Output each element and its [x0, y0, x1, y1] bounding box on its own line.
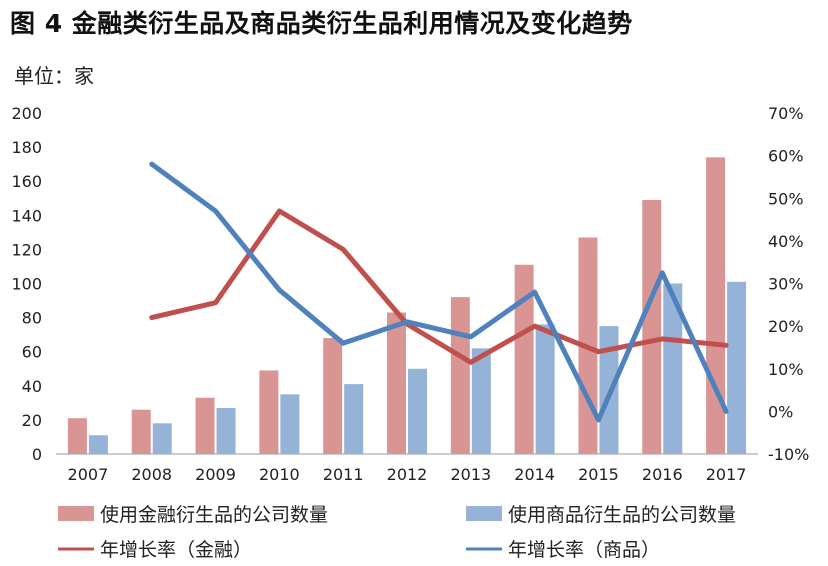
x-tick-label: 2009: [195, 465, 236, 484]
x-tick-label: 2014: [514, 465, 555, 484]
unit-label: 单位：家: [14, 64, 94, 88]
y-right-tick-label: 20%: [768, 317, 804, 336]
bar-commodity: [535, 324, 555, 454]
bar-commodity: [88, 435, 108, 454]
bar-financial: [514, 264, 534, 454]
bar-commodity: [727, 281, 747, 454]
bar-commodity: [344, 384, 364, 454]
bar-commodity: [471, 348, 491, 454]
bar-financial: [706, 157, 726, 454]
x-tick-label: 2013: [450, 465, 491, 484]
y-left-tick-label: 100: [11, 275, 42, 294]
legend-label: 年增长率（金融）: [100, 539, 252, 561]
x-tick-label: 2016: [642, 465, 683, 484]
bar-financial: [259, 370, 279, 454]
y-left-tick-label: 180: [11, 138, 42, 157]
x-tick-label: 2017: [706, 465, 747, 484]
bar-commodity: [152, 423, 172, 454]
legend-swatch: [466, 506, 502, 521]
y-left-tick-label: 120: [11, 240, 42, 259]
y-right-tick-label: -10%: [768, 445, 809, 464]
bar-financial: [323, 338, 343, 454]
legend-label: 年增长率（商品）: [508, 539, 660, 561]
x-tick-label: 2015: [578, 465, 619, 484]
legend-label: 使用金融衍生品的公司数量: [100, 504, 328, 526]
y-left-tick-label: 20: [22, 411, 42, 430]
y-right-tick-label: 30%: [768, 275, 804, 294]
y-right-tick-label: 70%: [768, 104, 804, 123]
bar-commodity: [280, 394, 300, 454]
bar-financial: [131, 409, 151, 454]
bar-financial: [195, 397, 215, 454]
x-tick-label: 2011: [323, 465, 364, 484]
y-left-tick-label: 160: [11, 172, 42, 191]
legend-swatch: [58, 506, 94, 521]
y-left-tick-label: 140: [11, 206, 42, 225]
y-left-tick-label: 0: [32, 445, 42, 464]
y-right-tick-label: 60%: [768, 147, 804, 166]
x-tick-label: 2010: [259, 465, 300, 484]
line-commodity-growth: [149, 161, 729, 423]
line-financial-growth: [149, 208, 729, 365]
bar-financial: [642, 199, 662, 454]
bar-financial: [387, 312, 406, 454]
x-tick-label: 2012: [387, 465, 428, 484]
legend-label: 使用商品衍生品的公司数量: [508, 504, 736, 526]
y-left-tick-label: 40: [22, 377, 42, 396]
x-tick-label: 2007: [68, 465, 109, 484]
y-right-tick-label: 50%: [768, 189, 804, 208]
bar-commodity: [408, 368, 427, 454]
y-right-tick-label: 0%: [768, 402, 793, 421]
figure-title: 图 4 金融类衍生品及商品类衍生品利用情况及变化趋势: [10, 9, 633, 38]
bar-financial: [67, 418, 87, 454]
bar-commodity: [663, 283, 683, 454]
y-right-tick-label: 10%: [768, 360, 804, 379]
bar-financial: [450, 297, 470, 454]
x-tick-label: 2008: [131, 465, 172, 484]
y-left-tick-label: 60: [22, 343, 42, 362]
bar-commodity: [216, 407, 236, 454]
y-left-tick-label: 80: [22, 309, 42, 328]
y-left-tick-label: 200: [11, 104, 42, 123]
y-right-tick-label: 40%: [768, 232, 804, 251]
